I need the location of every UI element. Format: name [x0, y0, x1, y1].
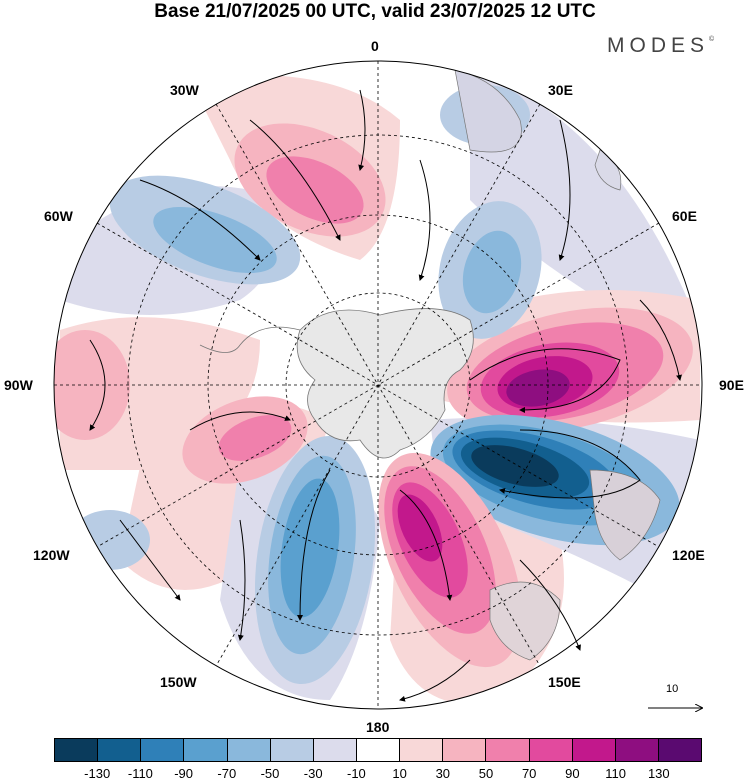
- wind-vector-16: [399, 659, 471, 702]
- modes-logo: MODES©: [607, 34, 714, 58]
- lon-label-150w: 150W: [160, 674, 197, 690]
- positive-core-15w: [266, 156, 364, 224]
- wind-vector-14: [119, 519, 181, 601]
- lon-label-60w: 60W: [44, 208, 73, 224]
- colorbar-tick-label: -110: [127, 766, 153, 781]
- wind-vector-3: [399, 489, 453, 601]
- colorbar-tick-label: 110: [605, 766, 626, 781]
- wind-scale-label: 10: [666, 683, 679, 695]
- positive-core-125w: [218, 415, 292, 461]
- colorbar-tick-label: -70: [217, 766, 237, 781]
- negative-ring-165w-70: [280, 478, 340, 618]
- colorbar-tick-label: -10: [346, 766, 366, 781]
- lon-label-30w: 30W: [170, 82, 199, 98]
- wind-vectors: [89, 89, 682, 702]
- colorbar-tick-label: -50: [260, 766, 280, 781]
- colorbar-swatch-5: [270, 739, 314, 761]
- lon-label-120e: 120E: [672, 547, 705, 563]
- graticule: [54, 61, 702, 709]
- new-zealand-coast: [489, 581, 561, 661]
- lon-label-150e: 150E: [548, 674, 581, 690]
- wind-vector-1: [469, 348, 621, 413]
- colorbar-swatch-4: [227, 739, 271, 761]
- lon-label-90e: 90E: [719, 377, 744, 393]
- negative-core-55w: [153, 206, 277, 274]
- antarctic-peninsula: [199, 326, 301, 353]
- colorbar: [54, 738, 702, 762]
- colorbar-tick-label: 30: [435, 766, 451, 781]
- wind-vector-10: [639, 299, 682, 381]
- colorbar-swatch-9: [443, 739, 487, 761]
- colorbar-swatch-12: [572, 739, 616, 761]
- antarctica-landmass: [296, 308, 474, 459]
- negative-region-120w: [70, 510, 150, 570]
- pale-negative-region-ne: [470, 70, 700, 330]
- wind-vector-8: [89, 339, 106, 431]
- colorbar-swatch-8: [400, 739, 444, 761]
- negative-core-105e: [471, 445, 559, 487]
- lon-label-90w: 90W: [4, 377, 33, 393]
- lon-label-0: 0: [371, 38, 379, 54]
- africa-coast: [454, 69, 522, 153]
- colorbar-swatch-3: [184, 739, 228, 761]
- meridian-60e-120w: [96, 222, 660, 548]
- colorbar-tick-label: 50: [478, 766, 494, 781]
- wind-vector-11: [418, 159, 431, 281]
- colorbar-swatch-11: [529, 739, 573, 761]
- lon-label-180: 180: [366, 719, 390, 735]
- colorbar-swatch-1: [98, 739, 142, 761]
- wind-vector-6: [139, 179, 261, 261]
- colorbar-tick-label: -90: [174, 766, 193, 781]
- negative-core-30e: [462, 230, 522, 314]
- colorbar-tick-label: 130: [647, 766, 670, 781]
- colorbar-swatch-10: [486, 739, 530, 761]
- positive-core-90e: [506, 369, 570, 407]
- colorbar-swatch-0: [55, 739, 99, 761]
- wind-vector-9: [189, 411, 291, 431]
- wind-vector-4: [297, 469, 331, 621]
- colorbar-swatch-2: [141, 739, 185, 761]
- wind-vector-5: [249, 119, 341, 241]
- colorbar-swatch-13: [615, 739, 659, 761]
- colorbar-tick-label: 90: [565, 766, 580, 781]
- australia-coast: [589, 469, 661, 561]
- brand-text: MODES: [607, 34, 710, 57]
- copyright-mark: ©: [709, 36, 715, 43]
- colorbar-swatch-6: [313, 739, 357, 761]
- colorbar-swatch-7: [356, 739, 401, 761]
- lon-label-120w: 120W: [33, 547, 70, 563]
- colorbar-tick-label: -30: [303, 766, 323, 781]
- positive-core-150e: [397, 494, 443, 562]
- lon-label-30e: 30E: [548, 82, 573, 98]
- map-title: Base 21/07/2025 00 UTC, valid 23/07/2025…: [154, 1, 596, 22]
- wind-vector-13: [519, 559, 581, 651]
- colorbar-tick-label: -130: [84, 766, 111, 781]
- colorbar-swatch-14: [658, 739, 702, 761]
- map-border: [53, 60, 703, 710]
- wind-vector-7: [558, 119, 571, 261]
- colorbar-tick-label: 10: [392, 766, 407, 781]
- colorbar-tick-label: 70: [521, 766, 537, 781]
- wind-vector-2: [499, 429, 641, 499]
- lon-label-60e: 60E: [672, 208, 697, 224]
- wind-vector-12: [237, 519, 246, 641]
- wind-vector-15: [358, 89, 366, 171]
